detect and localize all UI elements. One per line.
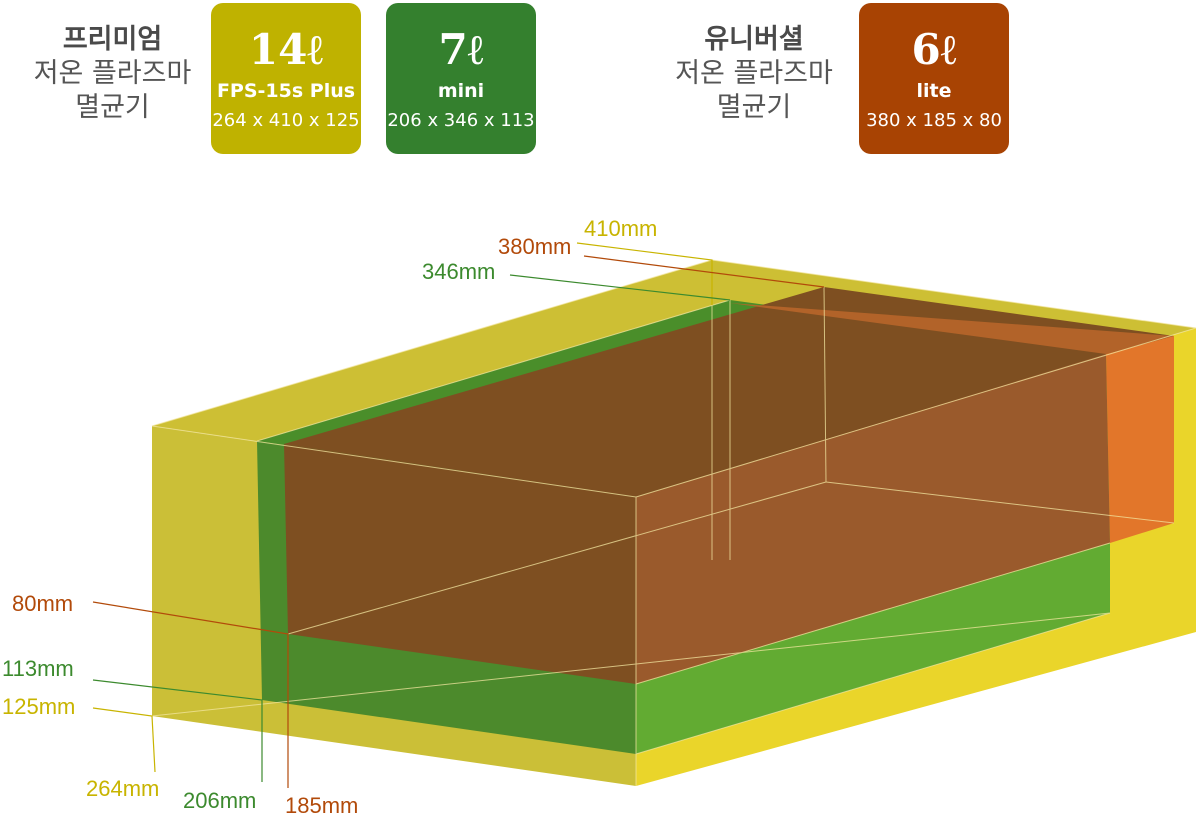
leader-lines	[92, 242, 825, 788]
leader-380mm	[583, 255, 825, 288]
universal-line2: 저온 플라즈마	[675, 58, 833, 89]
badge-14l-model: FPS-15s Plus	[216, 80, 356, 102]
label-14l-depth: 410mm	[584, 216, 657, 241]
leader-113mm	[92, 679, 263, 782]
badge-7l: 7ℓ mini 206 x 346 x 113	[386, 3, 536, 154]
universal-title: 유니버셜	[704, 24, 804, 55]
badge-6l-model: lite	[916, 80, 952, 102]
chamber-6l-side-face	[636, 354, 1110, 684]
premium-line2: 저온 플라즈마	[33, 58, 192, 89]
badge-7l-volume: 7ℓ	[438, 25, 484, 74]
premium-group-label: 프리미엄 저온 플라즈마 멸균기	[30, 23, 195, 125]
chamber-6l	[284, 287, 1174, 684]
leader-125mm	[92, 707, 156, 773]
universal-line3: 멸균기	[716, 92, 792, 123]
leader-80mm	[92, 601, 289, 788]
chamber-6l-top-face	[284, 287, 1174, 497]
label-14l-height: 125mm	[2, 694, 75, 719]
badge-14l-dims: 264 x 410 x 125	[212, 110, 360, 131]
badge-6l: 6ℓ lite 380 x 185 x 80	[859, 3, 1009, 154]
label-6l-depth: 185mm	[285, 793, 358, 815]
premium-title: 프리미엄	[62, 24, 163, 55]
label-7l-width: 206mm	[183, 788, 256, 813]
label-6l-width: 380mm	[498, 234, 571, 259]
premium-line3: 멸균기	[75, 92, 150, 123]
universal-group-label: 유니버셜 저온 플라즈마 멸균기	[668, 23, 840, 125]
label-7l-height: 113mm	[2, 656, 74, 681]
chamber-6l-front-face	[284, 444, 636, 684]
label-7l-depth: 346mm	[422, 259, 495, 284]
badge-14l-volume: 14ℓ	[248, 25, 324, 74]
badge-7l-dims: 206 x 346 x 113	[387, 110, 535, 131]
label-14l-width: 264mm	[86, 776, 159, 801]
chamber-6l-back-wall	[730, 303, 1174, 354]
badge-14l: 14ℓ FPS-15s Plus 264 x 410 x 125	[211, 3, 361, 154]
leader-410mm	[576, 242, 713, 305]
chamber-6l-right-face	[1106, 336, 1174, 543]
leader-346mm	[509, 274, 731, 301]
badge-6l-volume: 6ℓ	[911, 25, 957, 74]
badge-7l-model: mini	[437, 80, 485, 102]
badge-6l-dims: 380 x 185 x 80	[866, 110, 1002, 131]
label-6l-height: 80mm	[12, 591, 73, 616]
